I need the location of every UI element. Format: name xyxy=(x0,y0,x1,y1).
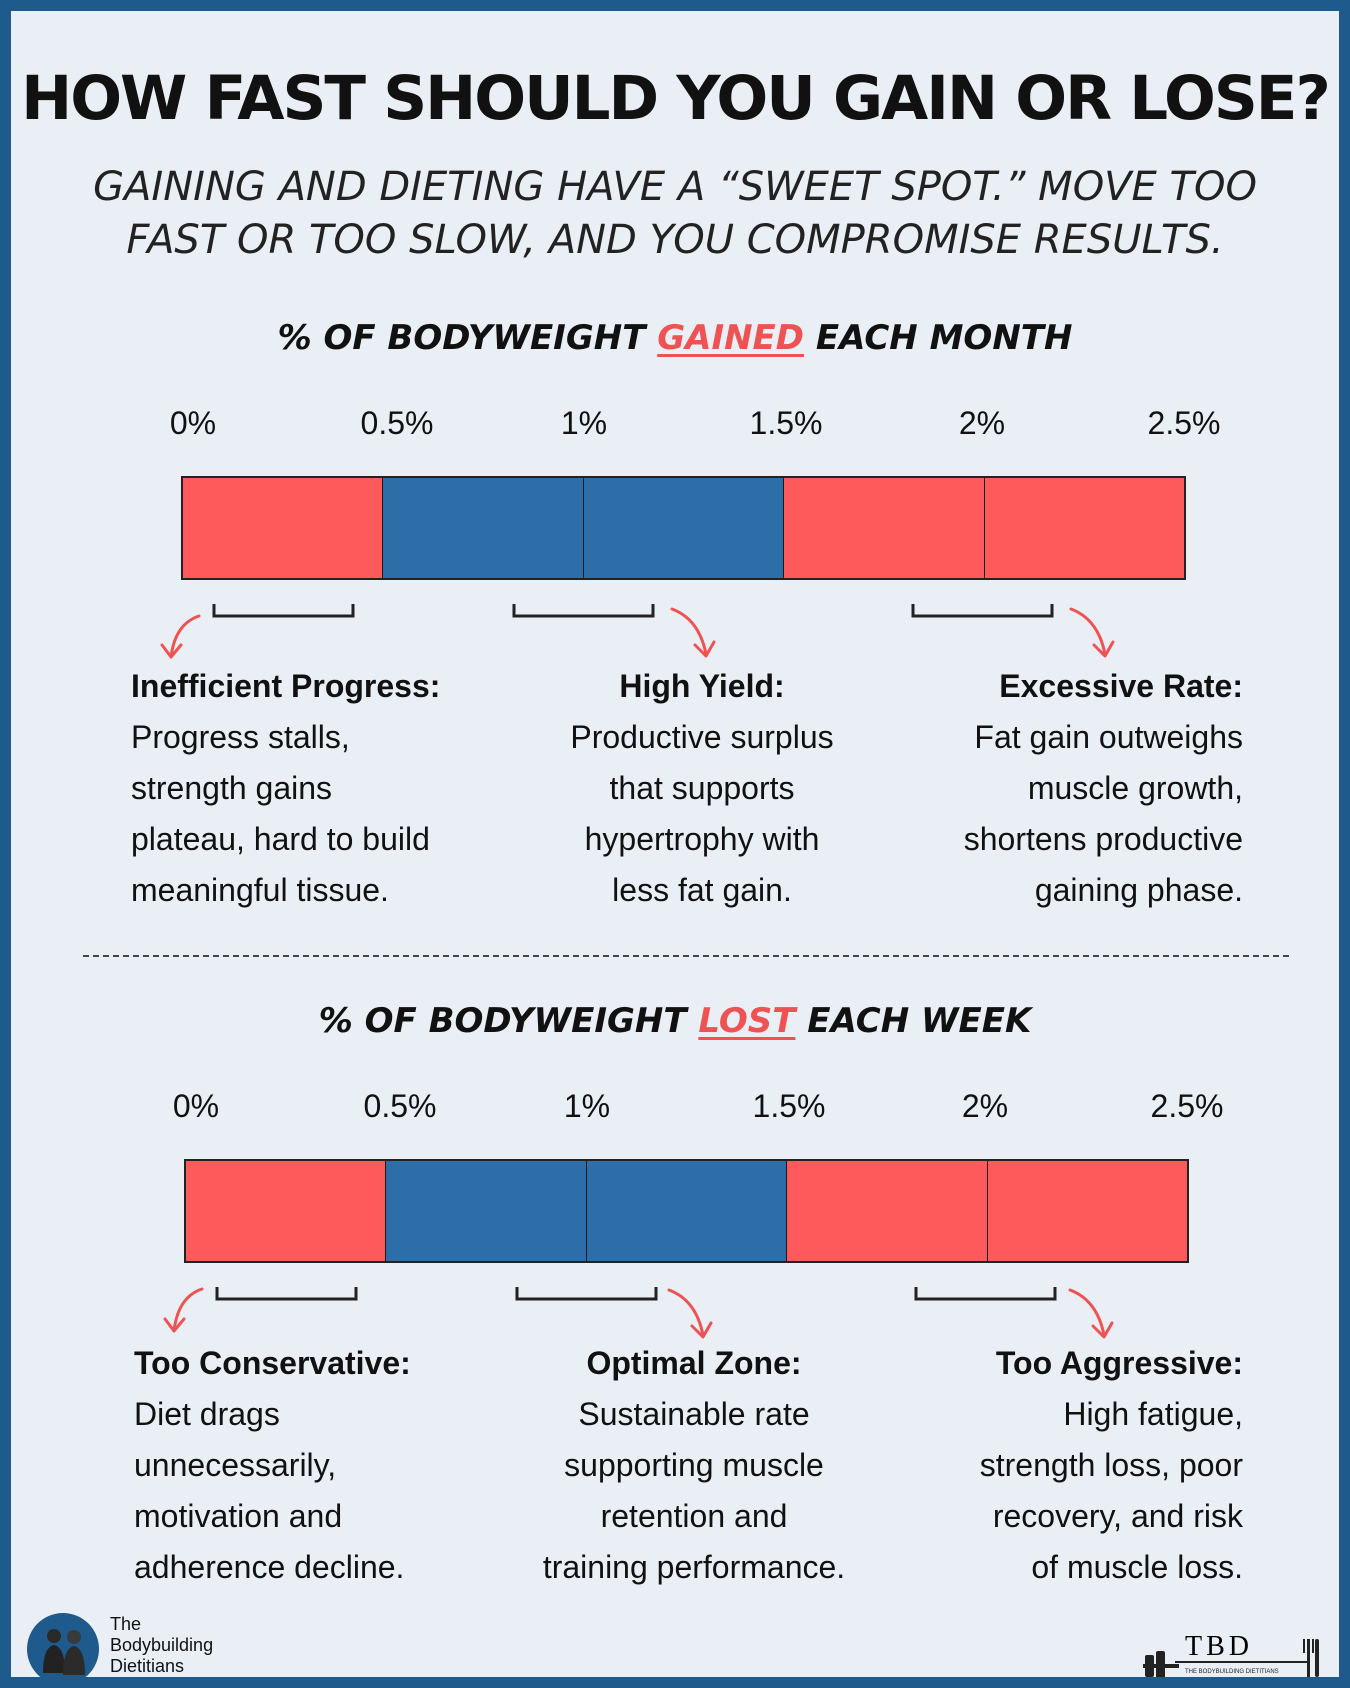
loss-zone-aggressive-line: High fatigue, xyxy=(1063,1396,1243,1432)
gain-zone-excessive-line: muscle growth, xyxy=(1027,770,1243,806)
gain-zone-excessive-line: gaining phase. xyxy=(1034,872,1243,908)
loss-zone-aggressive-label: Too Aggressive: xyxy=(995,1345,1243,1381)
page-title: HOW FAST SHOULD YOU GAIN OR LOSE? xyxy=(21,63,1331,134)
gain-tick-4: 2% xyxy=(958,405,1006,441)
gain-arrow-center-icon xyxy=(670,607,716,658)
loss-zone-aggressive-line: of muscle loss. xyxy=(1031,1549,1243,1585)
gain-tick-5: 2.5% xyxy=(1147,405,1221,441)
tbd-logo-text: TBD xyxy=(1185,1631,1253,1662)
gain-bar-segment-0 xyxy=(183,478,384,578)
loss-zone-conservative: Too Conservative: Diet drags unnecessari… xyxy=(134,1338,494,1593)
loss-bar-segment-1 xyxy=(386,1161,587,1261)
loss-tick-0: 0% xyxy=(172,1088,220,1124)
loss-bar-segment-0 xyxy=(186,1161,387,1261)
gain-zone-high-yield-line: Productive surplus xyxy=(570,719,834,755)
section-divider xyxy=(83,955,1289,957)
gain-zone-excessive: Excessive Rate: Fat gain outweighs muscl… xyxy=(883,661,1243,916)
tbd-logo-subtext: THE BODYBUILDING DIETITIANS xyxy=(1185,1669,1279,1675)
loss-bracket-left xyxy=(215,1287,358,1301)
brand-name-line: Bodybuilding xyxy=(110,1635,214,1655)
loss-tick-5: 2.5% xyxy=(1150,1088,1224,1124)
gain-arrow-left-icon xyxy=(160,614,201,659)
loss-bracket-right xyxy=(914,1287,1057,1301)
loss-zone-optimal-line: retention and xyxy=(600,1498,788,1534)
loss-heading-prefix: % OF BODYWEIGHT xyxy=(318,1001,699,1041)
gain-zone-high-yield: High Yield: Productive surplus that supp… xyxy=(522,661,882,916)
loss-tick-2: 1% xyxy=(563,1088,611,1124)
gain-bracket-left xyxy=(212,604,355,618)
gain-rate-bar xyxy=(181,476,1186,580)
gain-bar-segment-3 xyxy=(784,478,985,578)
gain-zone-excessive-label: Excessive Rate: xyxy=(999,668,1243,704)
loss-heading-suffix: EACH WEEK xyxy=(795,1001,1032,1041)
loss-zone-conservative-line: unnecessarily, xyxy=(134,1447,337,1483)
loss-arrow-center-icon xyxy=(667,1288,713,1339)
gain-zone-high-yield-label: High Yield: xyxy=(619,668,785,704)
loss-heading-highlight: LOST xyxy=(698,1001,796,1041)
loss-tick-1: 0.5% xyxy=(363,1088,437,1124)
loss-zone-optimal: Optimal Zone: Sustainable rate supportin… xyxy=(514,1338,874,1593)
gain-heading-suffix: EACH MONTH xyxy=(804,318,1073,358)
brackets-and-arrows xyxy=(160,604,1115,1339)
gain-zone-inefficient-line: strength gains xyxy=(131,770,333,806)
loss-arrow-right-icon xyxy=(1068,1288,1114,1339)
brand-name: The Bodybuilding Dietitians xyxy=(110,1614,213,1677)
gain-heading: % OF BODYWEIGHT GAINED EACH MONTH xyxy=(11,318,1339,358)
gain-bar-segment-1 xyxy=(383,478,584,578)
gain-bar-segment-4 xyxy=(984,478,1185,578)
loss-zone-aggressive-line: recovery, and risk xyxy=(992,1498,1243,1534)
gain-zone-inefficient-line: meaningful tissue. xyxy=(131,872,389,908)
loss-zone-optimal-label: Optimal Zone: xyxy=(586,1345,802,1381)
gain-zone-inefficient-label: Inefficient Progress: xyxy=(131,668,441,704)
brand-name-line: Dietitians xyxy=(110,1656,185,1676)
loss-bar-segment-4 xyxy=(987,1161,1188,1261)
gain-bar-segment-2 xyxy=(583,478,785,578)
subtitle-line-2: FAST OR TOO SLOW, AND YOU COMPROMISE RES… xyxy=(126,217,1224,263)
gain-tick-3: 1.5% xyxy=(749,405,823,441)
loss-zone-conservative-line: adherence decline. xyxy=(134,1549,405,1585)
gain-zone-excessive-line: Fat gain outweighs xyxy=(974,719,1243,755)
tbd-logo-mark-icon: TBD THE BODYBUILDING DIETITIANS xyxy=(1143,1631,1319,1677)
tbd-logo: TBD THE BODYBUILDING DIETITIANS xyxy=(1143,1625,1321,1677)
brand-avatar-icon xyxy=(27,1613,99,1677)
gain-zone-high-yield-line: that supports xyxy=(609,770,795,806)
subtitle: GAINING AND DIETING HAVE A “SWEET SPOT.”… xyxy=(11,161,1339,267)
loss-bar-segment-3 xyxy=(787,1161,988,1261)
loss-zone-conservative-label: Too Conservative: xyxy=(134,1345,411,1381)
gain-zone-inefficient-line: plateau, hard to build xyxy=(131,821,430,857)
subtitle-line-1: GAINING AND DIETING HAVE A “SWEET SPOT.”… xyxy=(93,164,1257,210)
gain-zone-inefficient: Inefficient Progress: Progress stalls, s… xyxy=(131,661,491,916)
loss-zone-optimal-line: supporting muscle xyxy=(564,1447,824,1483)
gain-tick-2: 1% xyxy=(560,405,608,441)
loss-zone-optimal-line: Sustainable rate xyxy=(578,1396,810,1432)
gain-tick-1: 0.5% xyxy=(360,405,434,441)
loss-bracket-center xyxy=(515,1287,658,1301)
gain-arrow-right-icon xyxy=(1069,607,1115,658)
gain-zone-excessive-line: shortens productive xyxy=(963,821,1243,857)
gain-heading-prefix: % OF BODYWEIGHT xyxy=(277,318,658,358)
loss-tick-4: 2% xyxy=(961,1088,1009,1124)
loss-tick-3: 1.5% xyxy=(752,1088,826,1124)
brand-name-line: The xyxy=(110,1614,142,1634)
gain-zone-high-yield-line: hypertrophy with xyxy=(584,821,820,857)
loss-arrow-left-icon xyxy=(163,1287,204,1333)
gain-bracket-center xyxy=(512,604,655,618)
gain-heading-highlight: GAINED xyxy=(657,318,805,358)
loss-zone-conservative-line: motivation and xyxy=(134,1498,343,1534)
gain-zone-high-yield-line: less fat gain. xyxy=(612,872,792,908)
loss-zone-aggressive: Too Aggressive: High fatigue, strength l… xyxy=(883,1338,1243,1593)
loss-heading: % OF BODYWEIGHT LOST EACH WEEK xyxy=(11,1001,1339,1041)
loss-bar-segment-2 xyxy=(586,1161,788,1261)
loss-zone-optimal-line: training performance. xyxy=(542,1549,846,1585)
gain-tick-0: 0% xyxy=(169,405,217,441)
loss-rate-bar xyxy=(184,1159,1189,1263)
gain-zone-inefficient-line: Progress stalls, xyxy=(131,719,350,755)
loss-zone-aggressive-line: strength loss, poor xyxy=(979,1447,1243,1483)
gain-bracket-right xyxy=(911,604,1054,618)
loss-zone-conservative-line: Diet drags xyxy=(134,1396,280,1432)
